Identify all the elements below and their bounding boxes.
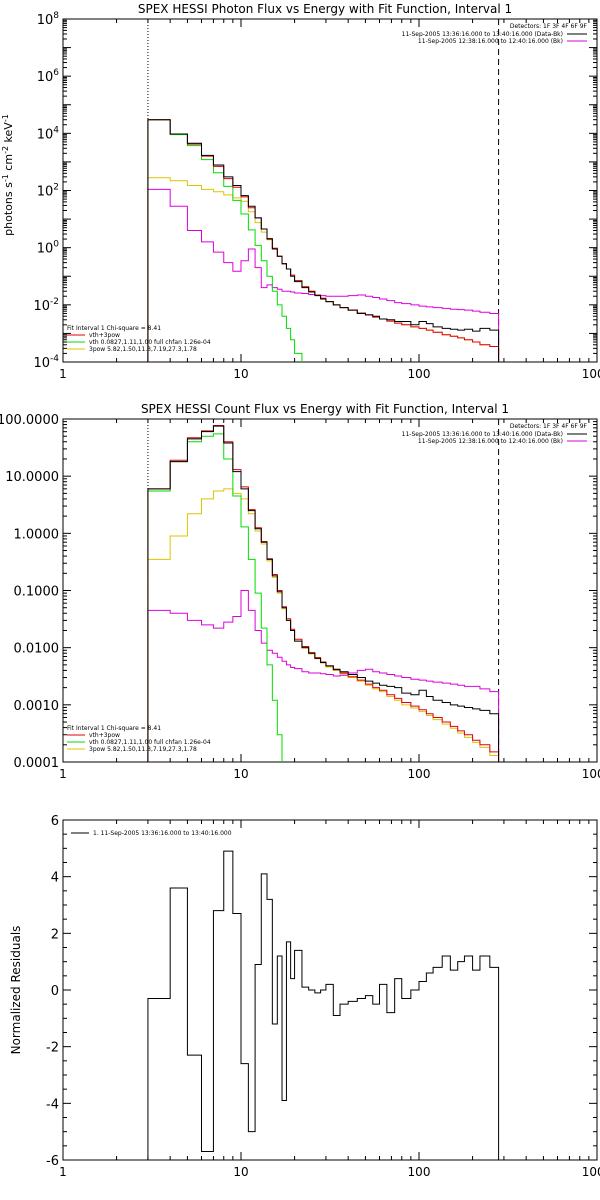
count-x-tick-label: 10	[233, 767, 248, 781]
count-legend-entry: 11-Sep-2005 13:36:16.000 to 13:40:16.000…	[402, 431, 563, 438]
photon-y-tick-label: 108	[37, 11, 60, 28]
photon-panel-title: SPEX HESSI Photon Flux vs Energy with Fi…	[138, 2, 512, 16]
photon-x-tick-label: 1000	[582, 367, 600, 381]
count-series-data-bk	[147, 425, 500, 762]
photon-legend-entry: 11-Sep-2005 12:38:16.000 to 12:40:16.000…	[418, 38, 563, 45]
residuals-y-tick-label: 6	[51, 814, 59, 829]
count-y-tick-label: 100.0000	[0, 413, 59, 428]
residuals-series-1-11-sep-2005-13-36-16-000-to-13-40-16-000	[147, 850, 500, 1160]
photon-y-tick-label: 100	[37, 240, 60, 257]
residuals-panel: Normalized Residuals 1 10 100 1000 -6 -4 -2 0 2 4…	[9, 814, 600, 1179]
count-series-bk	[147, 590, 500, 762]
residuals-y-tick-label: 4	[51, 871, 59, 886]
residuals-y-tick-label: -6	[46, 1154, 59, 1169]
residuals-y-tick-label: -4	[46, 1097, 59, 1112]
photon-y-axis-label: photons s-1 cm-2 keV-1	[1, 114, 15, 236]
photon-legend-fit-title: Fit Interval 1 Chi-square = 8.41	[67, 325, 161, 332]
photon-x-tick-label: 100	[408, 367, 431, 381]
ylabel-sup-2: -2	[1, 146, 10, 154]
count-legend-entry: 11-Sep-2005 12:38:16.000 to 12:40:16.000…	[418, 438, 563, 445]
count-series-vth-3pow	[147, 424, 500, 762]
residuals-y-tick-label: -2	[46, 1041, 59, 1056]
photon-plot-area	[147, 119, 500, 362]
photon-series-3pow	[147, 177, 500, 362]
count-legend-fit-title: Fit Interval 1 Chi-square = 8.41	[67, 725, 161, 732]
count-panel-title: SPEX HESSI Count Flux vs Energy with Fit…	[141, 402, 509, 416]
count-y-tick-label: 1.0000	[14, 527, 60, 542]
photon-legend-entry: 3pow 5.82,1.50,11.3,7.19,27.3,1.78	[89, 346, 197, 353]
residuals-plot-area	[147, 850, 500, 1160]
residuals-x-tick-label: 100	[408, 1165, 431, 1179]
ylabel-part-3: keV	[2, 122, 15, 146]
residuals-axes-frame	[62, 819, 598, 1161]
count-legend-entry: vth 0.0827,1.11,1.00 full chfan 1.26e-04	[89, 739, 211, 746]
count-y-tick-label: 0.1000	[14, 585, 60, 600]
photon-legend-detectors: Detectors: 1F 3F 4F 6F 9F	[510, 23, 588, 30]
count-flux-panel: SPEX HESSI Count Flux vs Energy with Fit…	[0, 402, 600, 781]
photon-series-data-bk	[147, 119, 500, 362]
photon-y-tick-label: 102	[37, 183, 59, 200]
count-x-tick-label: 1	[59, 767, 67, 781]
residuals-x-tick-label: 1	[59, 1165, 67, 1179]
count-y-tick-label: 10.0000	[5, 470, 59, 485]
ylabel-part-2: cm	[2, 154, 15, 174]
photon-series-vth-3pow	[147, 119, 500, 362]
count-series-vth	[147, 433, 283, 762]
photon-y-tick-label: 106	[37, 68, 60, 85]
residuals-legend-entry: 1. 11-Sep-2005 13:36:16.000 to 13:40:16.…	[93, 830, 232, 837]
ylabel-sup-3: -1	[1, 114, 10, 122]
photon-y-tick-label: 10-2	[33, 297, 59, 314]
photon-y-tick-label: 10-4	[33, 354, 59, 371]
count-y-tick-label: 0.0001	[14, 756, 60, 771]
count-legend-detectors: Detectors: 1F 3F 4F 6F 9F	[510, 423, 588, 430]
photon-series-vth	[147, 119, 303, 362]
residuals-y-tick-label: 0	[51, 984, 59, 999]
count-legend-entry: 3pow 5.82,1.50,11.3,7.19,27.3,1.78	[89, 746, 197, 753]
photon-flux-panel: SPEX HESSI Photon Flux vs Energy with Fi…	[1, 2, 600, 381]
photon-x-tick-label: 1	[59, 367, 67, 381]
residuals-y-tick-label: 2	[51, 927, 59, 942]
photon-x-tick-label: 10	[233, 367, 248, 381]
count-y-tick-label: 0.0100	[14, 642, 60, 657]
residuals-x-tick-label: 1000	[582, 1165, 600, 1179]
residuals-x-tick-label: 10	[233, 1165, 248, 1179]
count-plot-area	[147, 424, 500, 762]
count-x-tick-label: 100	[408, 767, 431, 781]
photon-axes-frame	[62, 18, 598, 363]
count-x-tick-label: 1000	[582, 767, 600, 781]
photon-legend-entry: 11-Sep-2005 13:36:16.000 to 13:40:16.000…	[402, 31, 563, 38]
photon-legend-entry: vth 0.0827,1.11,1.00 full chfan 1.26e-04	[89, 339, 211, 346]
count-series-3pow	[147, 488, 500, 762]
count-y-tick-label: 0.0010	[14, 699, 60, 714]
count-axes-frame	[62, 418, 598, 763]
photon-legend-entry: vth+3pow	[89, 332, 120, 339]
ylabel-sup-1: -1	[1, 174, 10, 182]
photon-series-bk	[147, 188, 500, 362]
residuals-y-axis-label: Normalized Residuals	[9, 926, 23, 1055]
count-legend-entry: vth+3pow	[89, 732, 120, 739]
photon-y-tick-label: 104	[37, 125, 60, 142]
ylabel-part-1: photons s	[2, 182, 15, 236]
